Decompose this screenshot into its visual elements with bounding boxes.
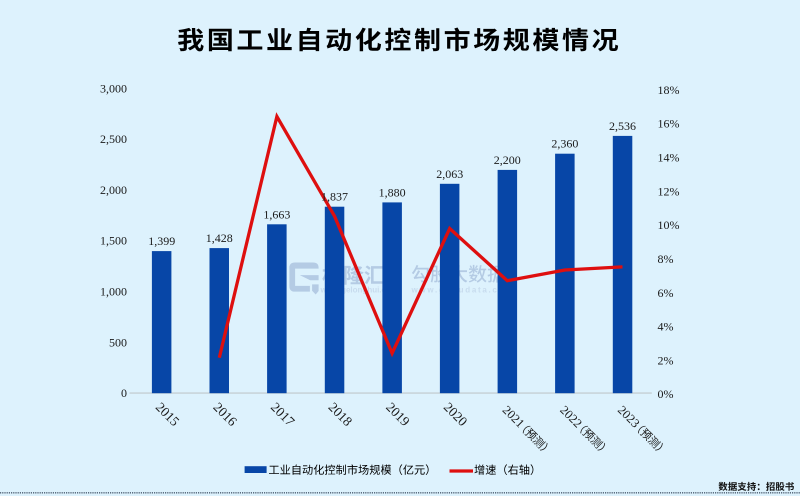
- svg-text:2%: 2%: [658, 353, 674, 367]
- svg-text:www.gugudata.com: www.gugudata.com: [411, 285, 514, 294]
- svg-text:1,399: 1,399: [148, 234, 175, 248]
- svg-text:6%: 6%: [658, 286, 674, 300]
- svg-text:12%: 12%: [658, 184, 680, 198]
- svg-text:3,000: 3,000: [100, 81, 127, 95]
- svg-text:2,360: 2,360: [551, 137, 578, 151]
- svg-text:1,428: 1,428: [206, 231, 233, 245]
- svg-text:18%: 18%: [658, 83, 680, 97]
- svg-text:0: 0: [121, 386, 127, 400]
- svg-text:2,063: 2,063: [436, 167, 463, 181]
- svg-text:2,000: 2,000: [100, 183, 127, 197]
- svg-text:0%: 0%: [658, 387, 674, 401]
- svg-text:8%: 8%: [658, 252, 674, 266]
- svg-text:1,000: 1,000: [100, 285, 127, 299]
- svg-text:1,663: 1,663: [263, 207, 290, 221]
- svg-text:1,837: 1,837: [321, 190, 348, 204]
- svg-text:16%: 16%: [658, 117, 680, 131]
- svg-text:10%: 10%: [658, 218, 680, 232]
- svg-text:1,880: 1,880: [379, 185, 406, 199]
- svg-text:1,500: 1,500: [100, 234, 127, 248]
- svg-text:4%: 4%: [658, 320, 674, 334]
- svg-text:www.gelonghui.com: www.gelonghui.com: [320, 285, 398, 294]
- svg-text:2,500: 2,500: [100, 132, 127, 146]
- svg-text:14%: 14%: [658, 151, 680, 165]
- svg-text:500: 500: [109, 335, 127, 349]
- svg-text:2,536: 2,536: [609, 119, 636, 133]
- svg-text:2,200: 2,200: [494, 153, 521, 167]
